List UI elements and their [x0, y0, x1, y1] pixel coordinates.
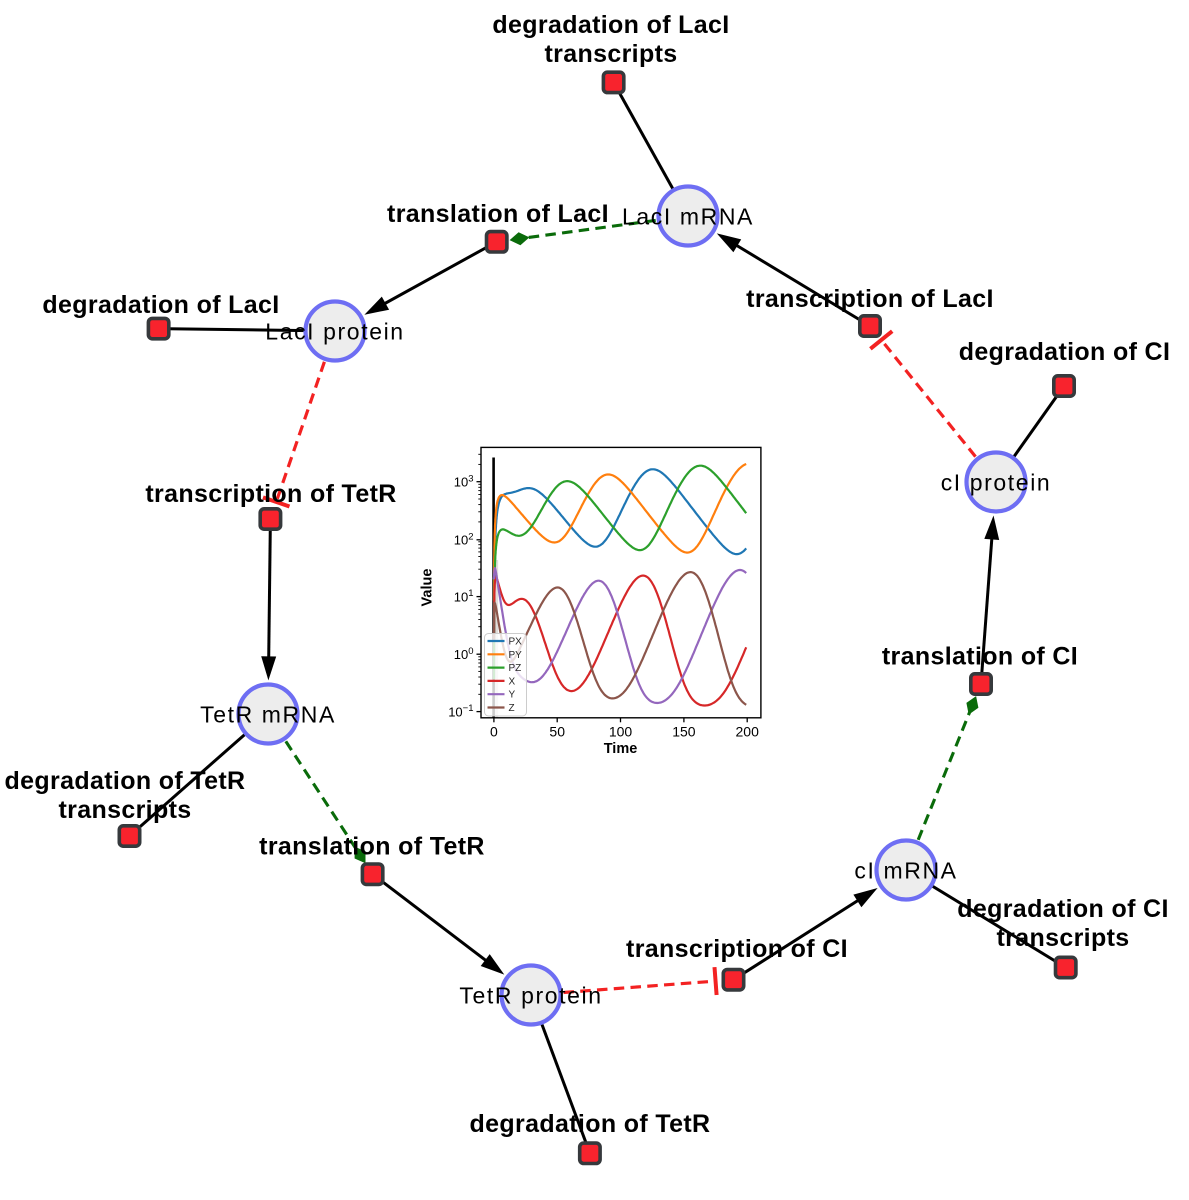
svg-text:degradation of LacI: degradation of LacI — [42, 291, 279, 319]
svg-text:102: 102 — [454, 531, 474, 547]
svg-text:translation of TetR: translation of TetR — [259, 833, 485, 861]
svg-text:transcription of CI: transcription of CI — [626, 935, 848, 963]
svg-text:101: 101 — [454, 588, 474, 604]
svg-text:transcripts: transcripts — [58, 796, 191, 824]
svg-text:degradation of TetR: degradation of TetR — [5, 767, 246, 795]
svg-text:100: 100 — [609, 724, 633, 740]
svg-text:TetR mRNA: TetR mRNA — [200, 702, 336, 728]
svg-text:200: 200 — [736, 724, 760, 740]
svg-text:150: 150 — [672, 724, 696, 740]
svg-text:PX: PX — [509, 637, 523, 648]
svg-text:Time: Time — [604, 741, 638, 757]
svg-text:TetR protein: TetR protein — [459, 983, 602, 1009]
svg-text:PY: PY — [509, 650, 523, 661]
svg-text:X: X — [509, 676, 516, 687]
svg-text:transcripts: transcripts — [996, 924, 1129, 952]
svg-text:cI protein: cI protein — [941, 470, 1052, 496]
svg-text:50: 50 — [549, 724, 565, 740]
svg-text:transcription of LacI: transcription of LacI — [746, 285, 994, 313]
svg-text:transcription of TetR: transcription of TetR — [145, 480, 396, 508]
svg-text:103: 103 — [454, 473, 474, 489]
svg-text:Z: Z — [509, 703, 515, 714]
svg-text:degradation of TetR: degradation of TetR — [470, 1110, 711, 1138]
svg-text:translation of LacI: translation of LacI — [387, 200, 609, 228]
svg-text:degradation of CI: degradation of CI — [957, 895, 1169, 923]
svg-text:transcripts: transcripts — [544, 40, 677, 68]
svg-text:Value: Value — [420, 569, 436, 607]
svg-text:translation of CI: translation of CI — [882, 643, 1078, 671]
svg-text:100: 100 — [454, 646, 474, 662]
svg-text:LacI protein: LacI protein — [265, 319, 404, 345]
svg-text:degradation of LacI: degradation of LacI — [492, 11, 729, 39]
svg-text:LacI mRNA: LacI mRNA — [622, 204, 754, 230]
svg-text:PZ: PZ — [509, 663, 522, 674]
svg-text:Y: Y — [509, 690, 516, 701]
svg-text:cI mRNA: cI mRNA — [854, 858, 957, 884]
svg-text:degradation of CI: degradation of CI — [959, 338, 1171, 366]
svg-text:0: 0 — [490, 724, 498, 740]
svg-text:10−1: 10−1 — [448, 703, 473, 719]
